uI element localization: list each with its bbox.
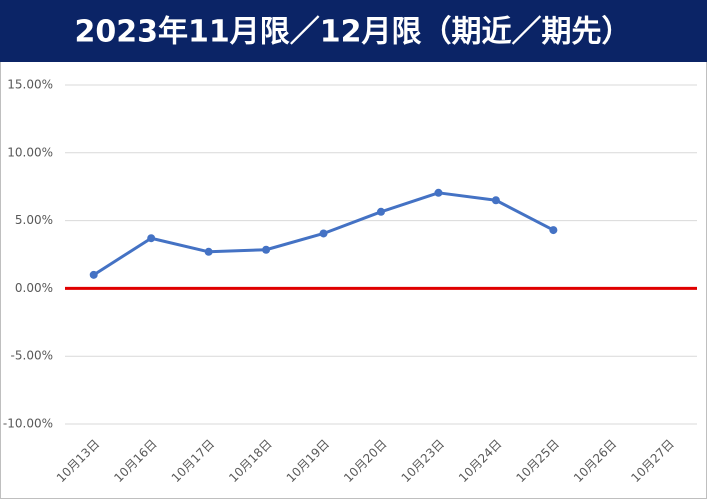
point [491,196,500,205]
point [549,226,558,235]
point [434,188,443,197]
y-tick-label: -5.00% [11,349,53,363]
point [377,207,385,216]
point [319,229,328,238]
title-banner [0,0,707,62]
y-tick-label: 15.00% [7,78,53,92]
chart-title: 2023年11月限／12月限（期近／期先） [75,15,632,50]
point [89,270,98,279]
y-tick-label: 5.00% [15,213,53,227]
point [262,245,271,254]
point [147,234,156,243]
y-tick-label: 0.00% [15,281,53,295]
point [204,247,213,256]
y-tick-label: -10.00% [3,417,53,431]
y-tick-label: 10.00% [7,145,53,159]
